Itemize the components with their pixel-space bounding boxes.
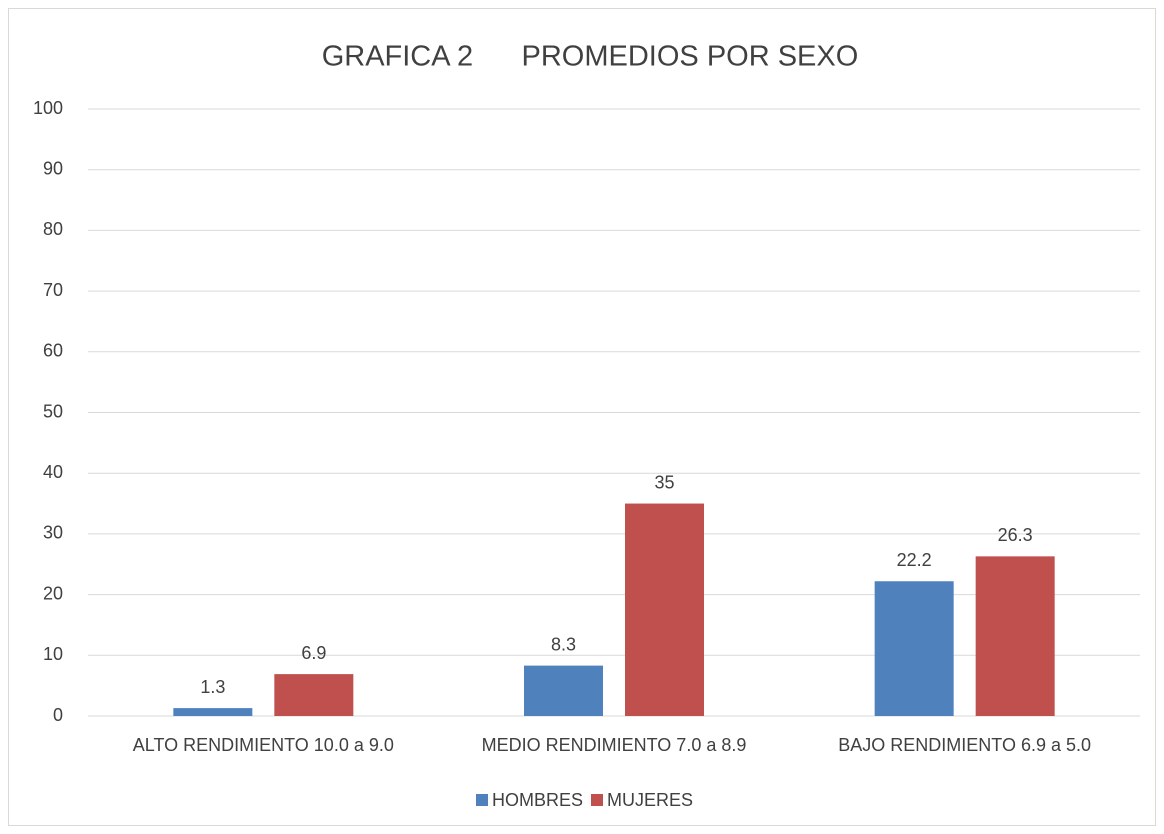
chart-title: GRAFICA 2 PROMEDIOS POR SEXO [322, 41, 859, 73]
data-label: 1.3 [200, 677, 225, 697]
bar [274, 674, 354, 716]
y-tick-label: 0 [53, 705, 63, 725]
y-tick-label: 10 [43, 644, 63, 664]
data-label: 6.9 [301, 643, 326, 663]
y-tick-label: 100 [33, 98, 63, 118]
bar [524, 665, 603, 716]
legend-swatch [476, 794, 488, 806]
y-tick-label: 90 [43, 158, 63, 178]
y-tick-label: 50 [43, 401, 63, 421]
data-label: 35 [654, 472, 674, 492]
legend-swatch [591, 794, 603, 806]
y-tick-label: 40 [43, 462, 63, 482]
legend-label: HOMBRES [492, 790, 583, 810]
y-tick-label: 70 [43, 280, 63, 300]
legend-label: MUJERES [607, 790, 693, 810]
bar [874, 581, 954, 716]
x-tick-label: BAJO RENDIMIENTO 6.9 a 5.0 [838, 735, 1091, 755]
data-label: 8.3 [551, 634, 576, 654]
y-tick-label: 80 [43, 219, 63, 239]
bar [975, 556, 1055, 716]
data-label: 22.2 [897, 550, 932, 570]
data-label: 26.3 [998, 525, 1033, 545]
y-tick-label: 30 [43, 523, 63, 543]
y-tick-label: 60 [43, 341, 63, 361]
y-tick-label: 20 [43, 583, 63, 603]
x-tick-label: ALTO RENDIMIENTO 10.0 a 9.0 [133, 735, 394, 755]
bar [173, 708, 253, 716]
x-tick-label: MEDIO RENDIMIENTO 7.0 a 8.9 [482, 735, 747, 755]
bar [625, 503, 704, 716]
